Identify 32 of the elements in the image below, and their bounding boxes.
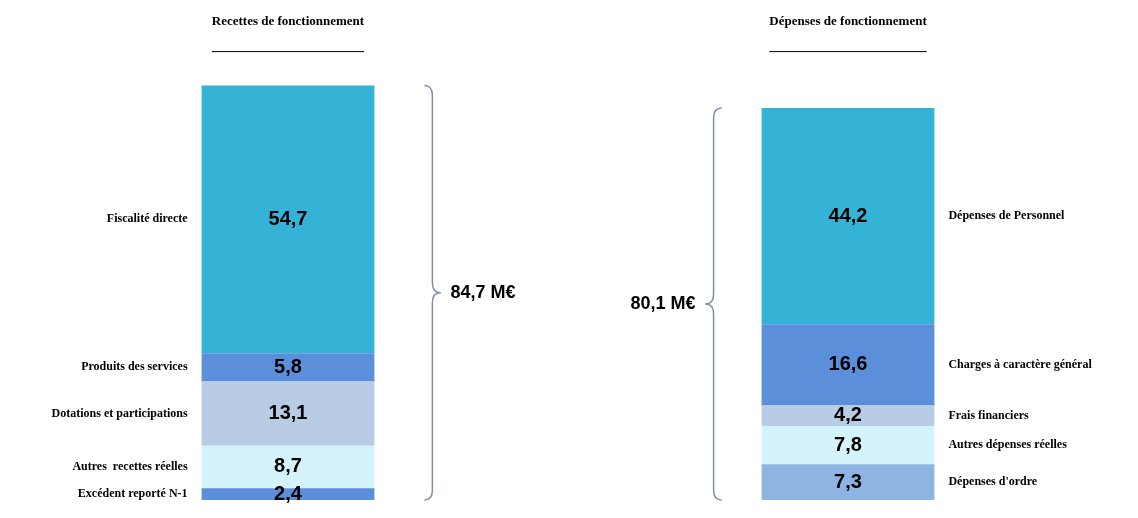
data-label: 44,2 bbox=[828, 203, 868, 226]
series-label: Dépenses d'ordre bbox=[948, 474, 1038, 489]
bar bbox=[761, 108, 935, 325]
series-label: Frais financiers bbox=[948, 407, 1030, 422]
series-label: Autres recettes réelles bbox=[72, 459, 188, 474]
chart-title: Dépenses de fonctionnement bbox=[769, 13, 928, 29]
bar bbox=[201, 85, 375, 354]
data-label: 54,7 bbox=[268, 206, 308, 229]
data-label: 4,2 bbox=[834, 403, 862, 426]
data-label: 13,1 bbox=[268, 401, 308, 424]
bar bbox=[201, 381, 375, 446]
data-label: 2,4 bbox=[274, 481, 303, 504]
bar bbox=[761, 426, 935, 465]
data-label: 8,7 bbox=[274, 454, 302, 477]
series-label: Fiscalité directe bbox=[106, 211, 189, 226]
data-label: 7,8 bbox=[834, 432, 862, 455]
bar bbox=[201, 353, 375, 382]
bar bbox=[761, 324, 935, 406]
series-label: Produits des services bbox=[81, 359, 188, 374]
data-label: 5,8 bbox=[274, 354, 302, 377]
data-label: 7,3 bbox=[834, 469, 862, 492]
series-label: Autres dépenses réelles bbox=[948, 437, 1068, 452]
bar bbox=[761, 464, 935, 500]
chart-title: Recettes de fonctionnement bbox=[211, 13, 365, 29]
series-label: Charges à caractère général bbox=[948, 357, 1093, 372]
bar bbox=[761, 405, 935, 427]
data-label: 16,6 bbox=[828, 352, 868, 375]
series-label: Dépenses de Personnel bbox=[948, 208, 1066, 223]
series-label: Excédent reporté N-1 bbox=[77, 486, 188, 501]
text: 80,1 M€ bbox=[630, 292, 696, 313]
text: 84,7 M€ bbox=[450, 281, 516, 302]
series-label: Dotations et participations bbox=[51, 405, 188, 420]
